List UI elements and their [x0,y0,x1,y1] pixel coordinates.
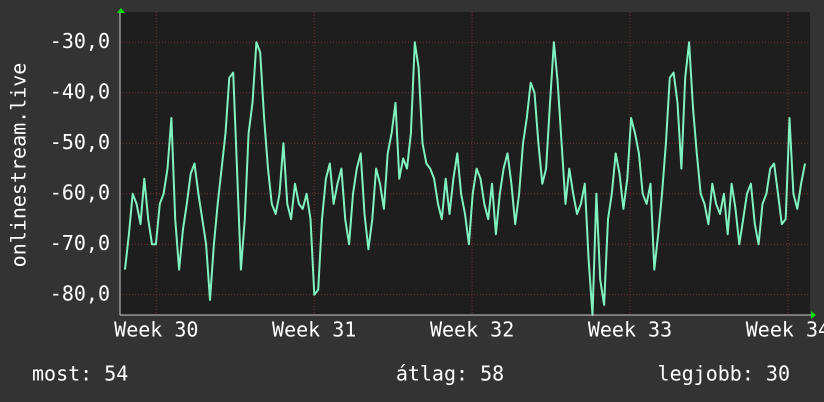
x-arrow [811,311,816,319]
footer-current: most: 54 [32,362,128,386]
footer-best: legjobb: 30 [658,362,790,386]
y-tick-label: -60,0 [50,180,110,204]
y-arrow [117,8,125,13]
plot-area [120,12,810,315]
y-tick-label: -40,0 [50,79,110,103]
y-tick-label: -80,0 [50,281,110,305]
x-tick-label: Week 32 [430,318,514,342]
x-tick-label: Week 30 [114,318,198,342]
x-tick-label: Week 33 [588,318,672,342]
y-tick-label: -70,0 [50,231,110,255]
y-tick-label: -50,0 [50,130,110,154]
x-tick-label: Week 31 [272,318,356,342]
x-tick-label: Week 34 [746,318,824,342]
data-line [124,41,806,316]
footer-average: átlag: 58 [396,362,504,386]
y-tick-label: -30,0 [50,29,110,53]
y-axis-label: onlinestream.live [7,63,31,268]
